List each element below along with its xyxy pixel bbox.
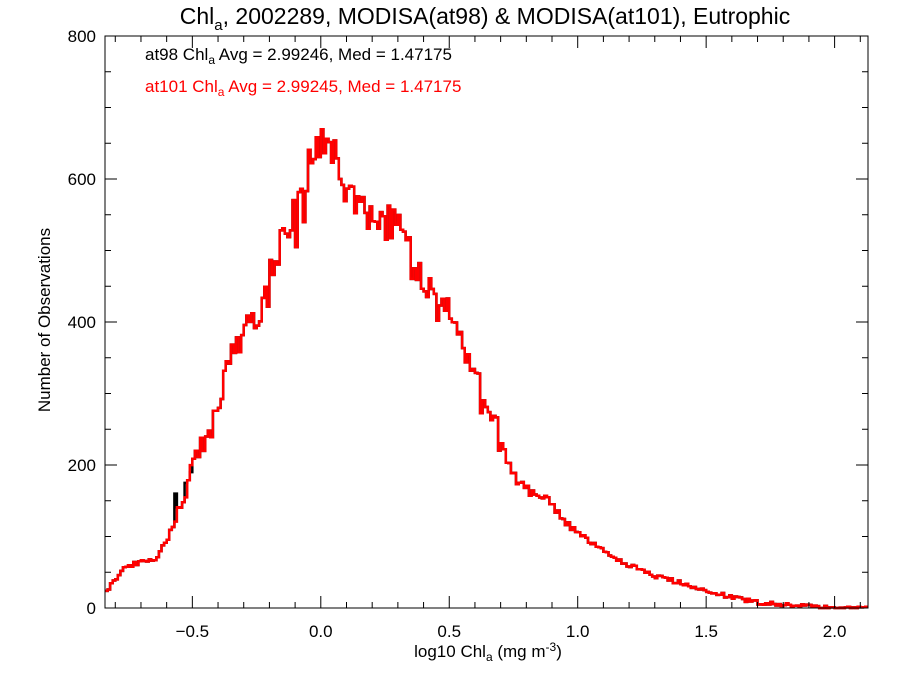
annotation-at101: at101 Chla Avg = 2.99245, Med = 1.47175 [145,77,461,99]
histogram-series-1 [105,128,868,610]
x-tick-label: 1.5 [694,622,718,641]
x-tick-label: 2.0 [823,622,847,641]
y-tick-label: 800 [68,27,96,46]
series-layer [105,128,868,610]
y-tick-label: 400 [68,313,96,332]
y-tick-label: 600 [68,170,96,189]
y-axis-label: Number of Observations [35,228,54,412]
x-tick-label: 0.5 [437,622,461,641]
tick-layer: −0.5 0.0 0.5 1.0 1.5 2.0 0 200 400 600 800 [68,27,868,641]
x-tick-label: 1.0 [566,622,590,641]
y-tick-label: 0 [87,599,96,618]
chart-title: Chla, 2002289, MODISA(at98) & MODISA(at1… [180,3,790,34]
x-tick-label: 0.0 [309,622,333,641]
annotation-at98: at98 Chla Avg = 2.99246, Med = 1.47175 [145,45,452,67]
x-tick-label: −0.5 [176,622,210,641]
y-tick-label: 200 [68,456,96,475]
x-axis-label: log10 Chla (mg m-3) [414,640,562,664]
